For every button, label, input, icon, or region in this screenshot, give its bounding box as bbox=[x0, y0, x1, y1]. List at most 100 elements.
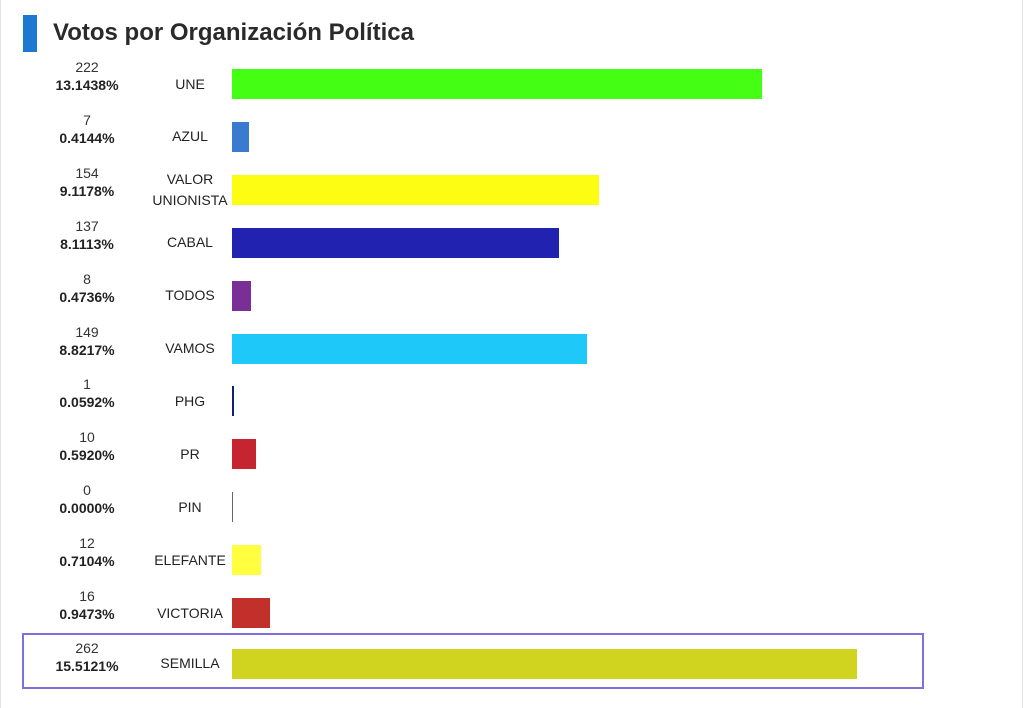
bar[interactable] bbox=[232, 386, 235, 417]
vote-count: 1 bbox=[83, 376, 91, 393]
party-label: UNE bbox=[148, 74, 232, 95]
vote-percent: 8.8217% bbox=[59, 341, 115, 358]
party-label-line: VALOR bbox=[166, 170, 214, 187]
title-accent-bar bbox=[23, 15, 37, 52]
party-label-line: PR bbox=[180, 445, 200, 462]
party-label: VALOR UNIONISTA bbox=[148, 169, 232, 211]
bar-track bbox=[232, 439, 912, 470]
bar-track bbox=[232, 121, 912, 152]
vote-count: 16 bbox=[79, 588, 95, 604]
bar[interactable] bbox=[232, 545, 261, 576]
vote-percent: 0.4144% bbox=[59, 129, 115, 146]
bar[interactable] bbox=[232, 598, 271, 628]
value-label: 8 0.4736% bbox=[22, 270, 152, 306]
vote-percent: 0.9473% bbox=[59, 606, 115, 622]
value-label: 222 13.1438% bbox=[22, 58, 152, 94]
value-label: 7 0.4144% bbox=[22, 111, 152, 147]
party-label-line: UNIONISTA bbox=[152, 191, 228, 208]
bar[interactable] bbox=[232, 492, 233, 523]
vote-count: 7 bbox=[83, 111, 91, 128]
bar-row-semilla[interactable]: 262 15.5121% SEMILLA bbox=[22, 632, 924, 689]
party-label-line: VICTORIA bbox=[157, 604, 223, 621]
value-label: 137 8.1113% bbox=[22, 217, 152, 253]
party-label: ELEFANTE bbox=[148, 550, 232, 571]
vote-count: 8 bbox=[83, 270, 91, 287]
party-label: SEMILLA bbox=[148, 653, 232, 674]
party-label-line: TODOS bbox=[165, 287, 215, 304]
bar-row-azul[interactable]: 7 0.4144% AZUL bbox=[22, 106, 922, 159]
bar[interactable] bbox=[232, 174, 600, 205]
bar[interactable] bbox=[232, 121, 249, 152]
bar-row-pin[interactable]: 0 0.0000% PIN bbox=[22, 476, 922, 529]
value-label: 16 0.9473% bbox=[22, 587, 152, 623]
party-label: PR bbox=[148, 444, 232, 465]
bar-row-vamos[interactable]: 149 8.8217% VAMOS bbox=[22, 318, 922, 371]
vote-percent: 9.1178% bbox=[59, 182, 115, 199]
bar-track bbox=[232, 492, 912, 523]
vote-count: 222 bbox=[75, 59, 99, 75]
right-divider bbox=[1022, 0, 1023, 708]
bar-track bbox=[232, 545, 912, 576]
party-label: CABAL bbox=[148, 232, 232, 253]
party-label: TODOS bbox=[148, 285, 232, 306]
bar-row-todos[interactable]: 8 0.4736% TODOS bbox=[22, 265, 922, 318]
value-label: 1 0.0592% bbox=[22, 375, 152, 411]
bar-row-pr[interactable]: 10 0.5920% PR bbox=[22, 423, 922, 476]
vote-percent: 0.0592% bbox=[59, 394, 115, 411]
vote-count: 137 bbox=[75, 217, 99, 234]
bar-track bbox=[232, 386, 912, 417]
value-label: 12 0.7104% bbox=[22, 534, 152, 570]
bar[interactable] bbox=[232, 280, 252, 311]
vote-percent: 0.5920% bbox=[59, 447, 115, 464]
party-label-line: AZUL bbox=[172, 128, 208, 145]
bar[interactable] bbox=[232, 648, 857, 679]
vote-percent: 0.4736% bbox=[59, 288, 115, 305]
party-label: PHG bbox=[148, 391, 232, 412]
party-label: PIN bbox=[148, 497, 232, 518]
bar[interactable] bbox=[232, 227, 559, 258]
bar-track bbox=[232, 598, 912, 628]
left-divider bbox=[0, 0, 1, 708]
bar-track bbox=[232, 648, 912, 679]
bar-track bbox=[232, 333, 912, 364]
value-label: 154 9.1178% bbox=[22, 164, 152, 200]
bar[interactable] bbox=[232, 69, 762, 99]
party-label-line: PIN bbox=[178, 498, 202, 515]
vote-count: 262 bbox=[75, 639, 99, 656]
party-label-line: ELEFANTE bbox=[154, 551, 226, 568]
value-label: 149 8.8217% bbox=[22, 323, 152, 359]
vote-count: 154 bbox=[75, 164, 99, 181]
value-label: 262 15.5121% bbox=[22, 639, 152, 675]
bar-row-une[interactable]: 222 13.1438% UNE bbox=[22, 53, 922, 106]
vote-percent: 8.1113% bbox=[60, 235, 114, 252]
vote-count: 0 bbox=[83, 482, 91, 499]
party-label-line: UNE bbox=[175, 75, 205, 92]
party-label-line: CABAL bbox=[167, 234, 213, 251]
value-label: 0 0.0000% bbox=[22, 481, 152, 517]
bar-row-cabal[interactable]: 137 8.1113% CABAL bbox=[22, 212, 922, 265]
party-label-line: SEMILLA bbox=[160, 655, 220, 672]
bar[interactable] bbox=[232, 439, 256, 470]
party-label: VICTORIA bbox=[148, 603, 232, 624]
vote-percent: 0.0000% bbox=[59, 500, 115, 517]
bar[interactable] bbox=[232, 333, 588, 364]
bar-row-phg[interactable]: 1 0.0592% PHG bbox=[22, 370, 922, 423]
vote-count: 10 bbox=[79, 429, 95, 446]
vote-percent: 13.1438% bbox=[55, 77, 119, 93]
chart-title: Votos por Organización Política bbox=[53, 19, 414, 46]
party-label-line: VAMOS bbox=[165, 340, 215, 356]
bar-track bbox=[232, 69, 912, 99]
vote-percent: 15.5121% bbox=[55, 657, 119, 674]
party-label: VAMOS bbox=[148, 338, 232, 359]
bar-row-victoria[interactable]: 16 0.9473% VICTORIA bbox=[22, 582, 922, 635]
vote-count: 149 bbox=[75, 323, 99, 340]
party-label-line: PHG bbox=[174, 392, 206, 409]
bar-track bbox=[232, 280, 912, 311]
vote-percent: 0.7104% bbox=[59, 553, 115, 570]
vote-count: 12 bbox=[79, 535, 95, 552]
bar-track bbox=[232, 174, 912, 205]
bar-row-valor-unionista[interactable]: 154 9.1178% VALOR UNIONISTA bbox=[22, 159, 922, 212]
bar-track bbox=[232, 227, 912, 258]
bar-row-elefante[interactable]: 12 0.7104% ELEFANTE bbox=[22, 529, 922, 582]
